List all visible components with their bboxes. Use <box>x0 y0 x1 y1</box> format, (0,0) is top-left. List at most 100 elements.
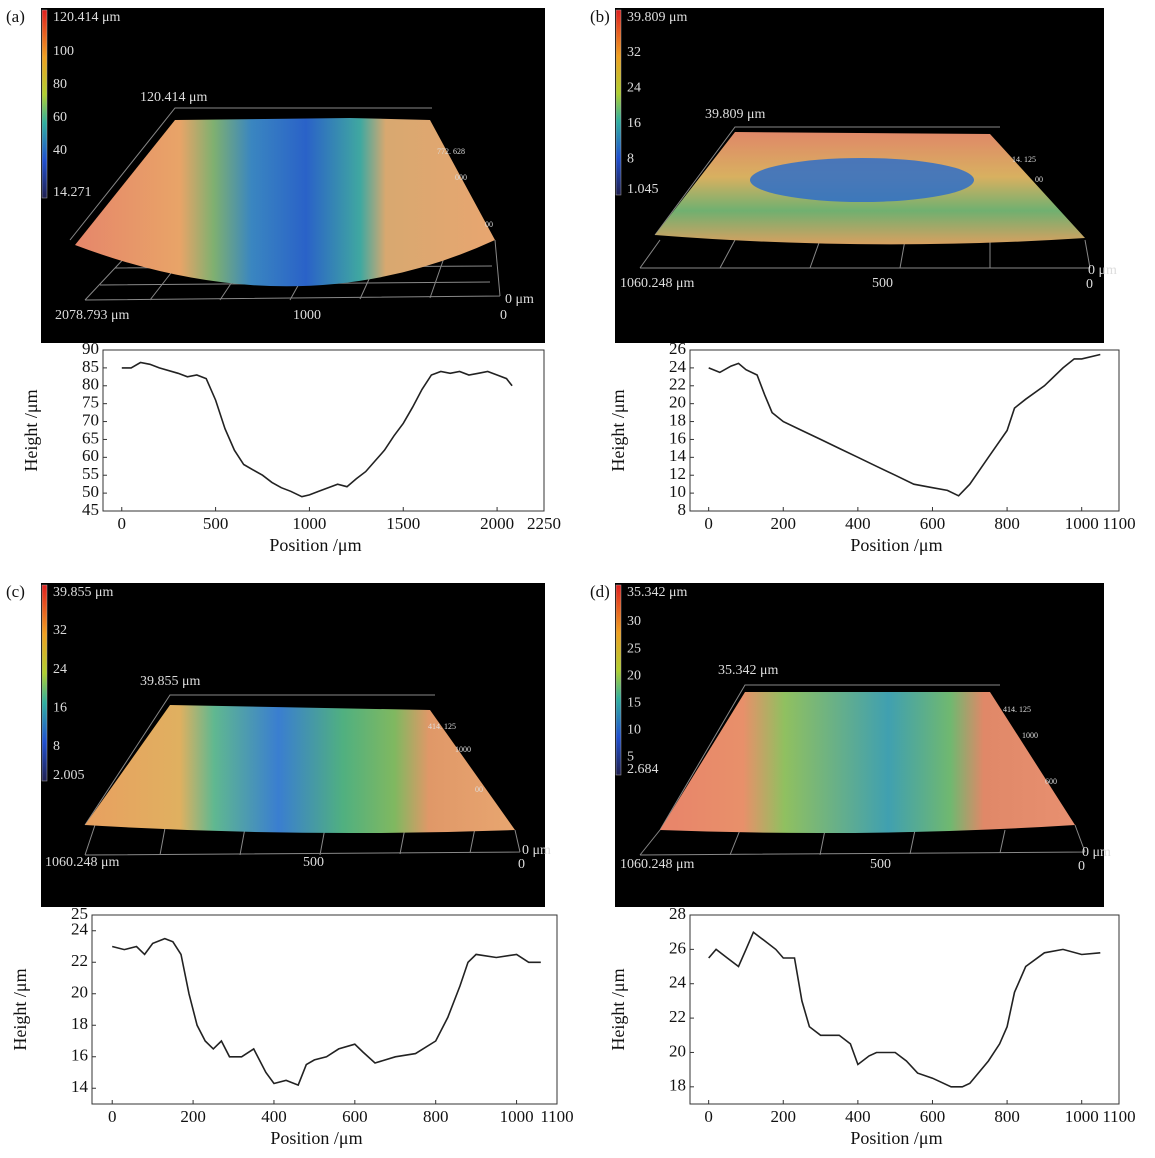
x-tick-label: 800 <box>423 1107 449 1126</box>
colorbar-label: 5 <box>627 750 634 765</box>
surface-axis-label: 500 <box>872 276 893 291</box>
colorbar <box>615 584 622 776</box>
x-tick-label: 800 <box>994 514 1020 533</box>
y-tick-label: 75 <box>82 393 99 412</box>
surface-axis-label: 0 <box>1078 859 1085 874</box>
y-tick-label: 24 <box>71 920 89 939</box>
colorbar-label: 120.414 μm <box>53 10 121 25</box>
x-tick-label: 800 <box>994 1107 1020 1126</box>
surface-small-label: 1000 <box>1022 731 1038 740</box>
x-tick-label: 400 <box>845 514 871 533</box>
colorbar-label: 35.342 μm <box>627 585 688 600</box>
surface-axis-label: 35.342 μm <box>718 663 779 678</box>
colorbar-label: 30 <box>627 614 641 629</box>
x-tick-label: 0 <box>704 514 713 533</box>
colorbar-label: 8 <box>627 151 634 166</box>
colorbar-label: 8 <box>53 739 60 754</box>
x-tick-label: 1100 <box>540 1107 573 1126</box>
profile-line <box>112 937 541 1087</box>
y-tick-label: 90 <box>82 339 99 358</box>
surface <box>85 705 515 834</box>
y-tick-label: 20 <box>669 393 686 412</box>
surface-axis-label: 0 μm <box>522 843 551 858</box>
surface-axis-label: 39.855 μm <box>140 674 201 689</box>
surface <box>75 118 495 287</box>
surface-axis-label: 0 <box>518 857 525 872</box>
x-axis-label: Position /μm <box>269 535 361 555</box>
profile-line <box>708 353 1101 497</box>
x-tick-label: 200 <box>771 1107 797 1126</box>
x-tick-label: 1000 <box>1065 1107 1099 1126</box>
surface-small-label: 00 <box>485 220 493 229</box>
colorbar-label: 100 <box>53 44 74 59</box>
x-tick-label: 2000 <box>480 514 514 533</box>
y-tick-label: 18 <box>669 410 686 429</box>
profile-line <box>121 361 513 498</box>
surface-pit <box>750 158 974 202</box>
y-tick-label: 25 <box>71 904 88 923</box>
x-tick-label: 1100 <box>1102 514 1135 533</box>
x-tick-label: 0 <box>108 1107 117 1126</box>
x-tick-label: 1100 <box>1102 1107 1135 1126</box>
x-tick-label: 600 <box>920 1107 946 1126</box>
colorbar-label: 16 <box>627 116 641 131</box>
y-tick-label: 24 <box>669 973 687 992</box>
colorbar-label: 60 <box>53 110 67 125</box>
plot-frame <box>91 914 558 1105</box>
surface <box>660 692 1075 834</box>
surface-small-label: 14. 125 <box>1012 155 1036 164</box>
surface-small-label: 414. 125 <box>428 722 456 731</box>
y-tick-label: 20 <box>71 983 88 1002</box>
colorbar <box>615 9 622 196</box>
x-tick-label: 0 <box>118 514 127 533</box>
y-axis-label: Height /μm <box>608 968 628 1050</box>
y-tick-label: 45 <box>82 500 99 519</box>
colorbar-label: 24 <box>627 80 641 95</box>
x-axis-label: Position /μm <box>850 535 942 555</box>
colorbar-label: 39.809 μm <box>627 10 688 25</box>
colorbar-label: 40 <box>53 143 67 158</box>
surface-small-label: 000 <box>455 173 467 182</box>
surface-axis-label: 0 μm <box>1088 263 1117 278</box>
y-tick-label: 14 <box>71 1077 89 1096</box>
x-tick-label: 200 <box>771 514 797 533</box>
surface-axis-label: 1060.248 μm <box>620 857 695 872</box>
colorbar-label: 25 <box>627 641 641 656</box>
x-tick-label: 0 <box>704 1107 713 1126</box>
panel-label: (a) <box>6 7 25 26</box>
x-tick-label: 400 <box>261 1107 287 1126</box>
colorbar-label: 2.684 <box>627 762 659 777</box>
y-tick-label: 18 <box>669 1076 686 1095</box>
colorbar-label: 20 <box>627 668 641 683</box>
surface-axis-label: 1060.248 μm <box>620 276 695 291</box>
surface-small-label: 1000 <box>455 745 471 754</box>
plot-frame <box>102 349 545 512</box>
y-tick-label: 20 <box>669 1041 686 1060</box>
y-tick-label: 16 <box>71 1046 88 1065</box>
colorbar-label: 2.005 <box>53 768 85 783</box>
y-tick-label: 22 <box>669 375 686 394</box>
colorbar-label: 32 <box>627 45 641 60</box>
y-tick-label: 85 <box>82 357 99 376</box>
x-tick-label: 1000 <box>1065 514 1099 533</box>
y-tick-label: 16 <box>669 428 686 447</box>
y-tick-label: 12 <box>669 464 686 483</box>
surface-axis-label: 1000 <box>293 308 321 323</box>
y-tick-label: 50 <box>82 482 99 501</box>
y-axis-label: Height /μm <box>608 389 628 471</box>
y-tick-label: 24 <box>669 357 687 376</box>
surface-small-label: 600 <box>1045 777 1057 786</box>
surface-axis-label: 0 <box>500 308 507 323</box>
y-tick-label: 28 <box>669 904 686 923</box>
colorbar <box>41 584 48 782</box>
surface-axis-label: 1060.248 μm <box>45 855 120 870</box>
plot-frame <box>689 914 1120 1105</box>
y-tick-label: 80 <box>82 375 99 394</box>
surface-axis-label: 0 <box>1086 277 1093 292</box>
x-tick-label: 400 <box>845 1107 871 1126</box>
y-tick-label: 26 <box>669 339 686 358</box>
y-tick-label: 14 <box>669 446 687 465</box>
y-tick-label: 60 <box>82 446 99 465</box>
colorbar-label: 1.045 <box>627 182 659 197</box>
